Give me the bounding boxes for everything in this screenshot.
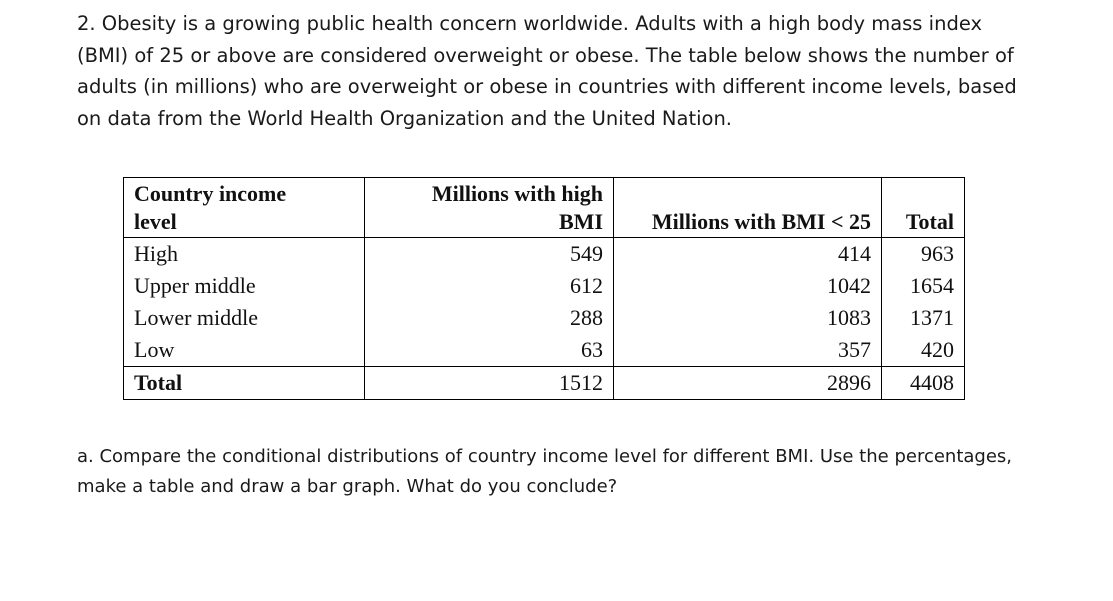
cell-high-bmi: 549: [364, 237, 614, 270]
table-row: Lower middle 288 1083 1371: [123, 302, 965, 334]
header-total: Total: [881, 177, 965, 238]
bmi-income-table: Country income level Millions with high …: [123, 177, 965, 400]
cell-low-bmi: 357: [613, 334, 882, 367]
table-row: Upper middle 612 1042 1654: [123, 270, 965, 302]
cell-total: 420: [881, 334, 965, 367]
header-high-bmi: Millions with high BMI: [364, 177, 614, 238]
cell-income-level: Upper middle: [123, 270, 365, 302]
cell-high-bmi: 288: [364, 302, 614, 334]
cell-high-bmi: 63: [364, 334, 614, 367]
cell-income-level: High: [123, 237, 365, 270]
cell-total: 1371: [881, 302, 965, 334]
problem-intro: 2. Obesity is a growing public health co…: [77, 12, 1017, 130]
cell-low-bmi: 1083: [613, 302, 882, 334]
cell-income-level: Lower middle: [123, 302, 365, 334]
header-low-bmi: Millions with BMI < 25: [613, 177, 882, 238]
table-total-row: Total 1512 2896 4408: [123, 366, 965, 400]
table-header-row: Country income level Millions with high …: [123, 177, 965, 238]
cell-grand-total: 4408: [881, 366, 965, 400]
question-a: a. Compare the conditional distributions…: [77, 446, 1013, 497]
cell-income-level: Low: [123, 334, 365, 367]
cell-low-bmi: 1042: [613, 270, 882, 302]
cell-total-high-bmi: 1512: [364, 366, 614, 400]
cell-total: 963: [881, 237, 965, 270]
cell-high-bmi: 612: [364, 270, 614, 302]
table-row: Low 63 357 420: [123, 334, 965, 367]
cell-total-label: Total: [123, 366, 365, 400]
cell-low-bmi: 414: [613, 237, 882, 270]
cell-total-low-bmi: 2896: [613, 366, 882, 400]
cell-total: 1654: [881, 270, 965, 302]
header-country-income: Country income level: [123, 177, 365, 238]
table-row: High 549 414 963: [123, 237, 965, 270]
